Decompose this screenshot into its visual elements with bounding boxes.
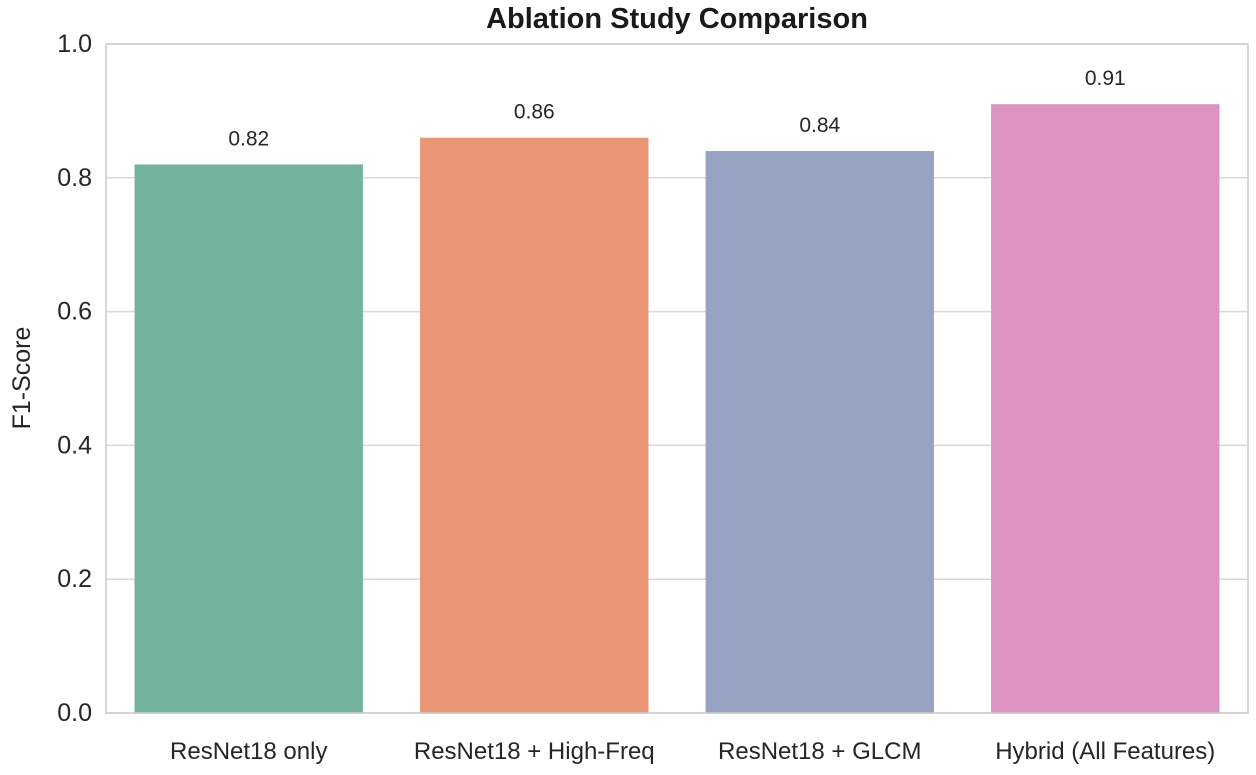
bar-value-label: 0.82 [228,127,269,150]
bar-value-label: 0.84 [799,114,840,137]
y-tick-label: 0.0 [57,699,92,727]
x-tick-label: Hybrid (All Features) [995,738,1215,765]
y-tick-label: 0.8 [57,164,92,192]
bar [705,151,934,714]
y-tick-label: 0.2 [57,565,92,593]
y-axis-label: F1-Score [8,327,36,430]
plot-border [105,43,1249,714]
bar-value-label: 0.91 [1085,67,1126,90]
x-tick-label: ResNet18 + GLCM [718,738,921,765]
bars [134,104,1220,714]
x-tick-label: ResNet18 + High-Freq [414,738,655,765]
y-axis-ticks: 0.0 0.2 0.4 0.6 0.8 1.0 [57,30,92,727]
bar [991,104,1220,713]
chart-title: Ablation Study Comparison [486,3,868,35]
bar [420,137,649,713]
x-axis-ticks: ResNet18 only ResNet18 + High-Freq ResNet1… [170,738,1215,765]
data-labels: 0.82 0.86 0.84 0.91 [228,67,1125,150]
bar [134,164,363,714]
y-tick-label: 0.4 [57,431,92,459]
y-tick-label: 1.0 [57,30,92,58]
x-tick-label: ResNet18 only [170,738,327,765]
plot-frame [105,43,1249,714]
y-tick-label: 0.6 [57,298,92,326]
bar-value-label: 0.86 [514,101,555,124]
